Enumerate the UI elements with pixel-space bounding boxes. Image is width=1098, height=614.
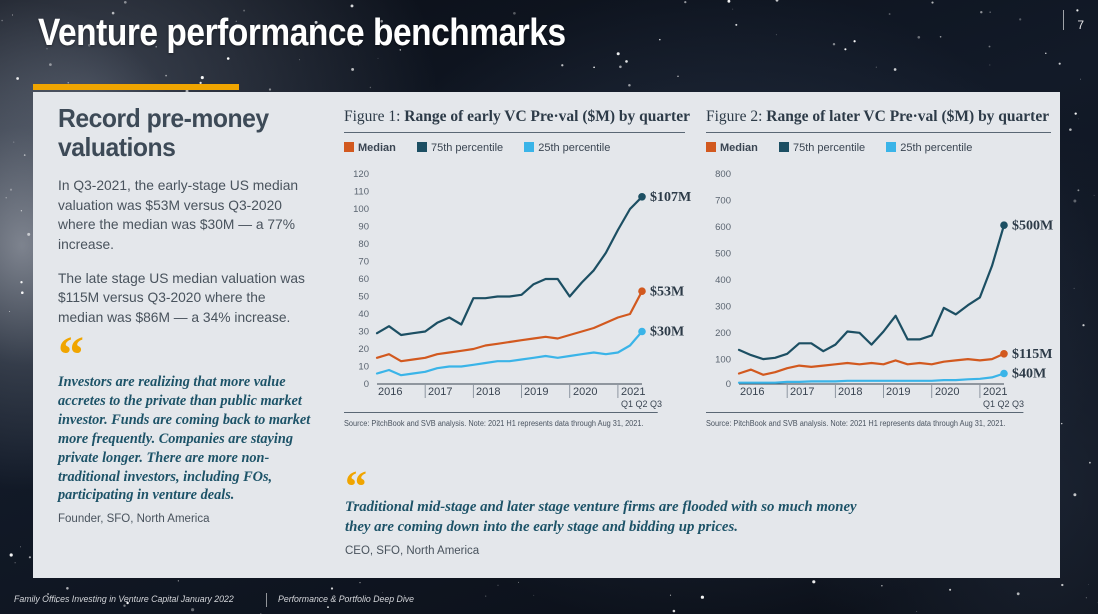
svg-text:$107M: $107M <box>650 190 691 205</box>
svg-text:2021: 2021 <box>621 386 645 398</box>
svg-text:110: 110 <box>354 187 369 198</box>
svg-text:2017: 2017 <box>428 386 452 398</box>
svg-text:60: 60 <box>358 274 369 285</box>
svg-text:2017: 2017 <box>790 386 814 398</box>
svg-text:$30M: $30M <box>650 325 684 340</box>
svg-text:80: 80 <box>358 239 369 250</box>
svg-text:200: 200 <box>715 328 731 339</box>
svg-text:2019: 2019 <box>886 386 910 398</box>
svg-text:2021: 2021 <box>983 386 1007 398</box>
svg-text:0: 0 <box>364 379 369 390</box>
svg-text:$53M: $53M <box>650 285 684 300</box>
svg-text:120: 120 <box>353 169 369 180</box>
svg-text:300: 300 <box>715 302 731 313</box>
svg-text:2016: 2016 <box>378 386 402 398</box>
svg-text:700: 700 <box>715 196 731 207</box>
svg-text:90: 90 <box>358 222 369 233</box>
svg-text:20: 20 <box>358 344 369 355</box>
svg-text:10: 10 <box>358 362 369 373</box>
svg-text:400: 400 <box>715 275 731 286</box>
svg-text:Q1 Q2 Q3: Q1 Q2 Q3 <box>983 399 1024 409</box>
svg-text:0: 0 <box>726 379 731 390</box>
svg-text:$500M: $500M <box>1012 219 1053 234</box>
svg-text:Q1 Q2 Q3: Q1 Q2 Q3 <box>621 399 662 409</box>
svg-text:$115M: $115M <box>1012 347 1052 362</box>
svg-text:70: 70 <box>358 257 369 268</box>
svg-text:100: 100 <box>353 204 369 215</box>
svg-text:50: 50 <box>358 292 369 303</box>
svg-text:2019: 2019 <box>524 386 548 398</box>
svg-text:800: 800 <box>715 169 731 180</box>
svg-text:600: 600 <box>715 222 731 233</box>
svg-text:$40M: $40M <box>1012 367 1046 382</box>
svg-text:40: 40 <box>358 309 369 320</box>
svg-text:2016: 2016 <box>740 386 764 398</box>
svg-text:2020: 2020 <box>935 386 959 398</box>
svg-text:2020: 2020 <box>573 386 597 398</box>
svg-text:100: 100 <box>715 355 731 366</box>
svg-text:500: 500 <box>715 249 731 260</box>
svg-text:30: 30 <box>358 327 369 338</box>
svg-text:2018: 2018 <box>838 386 862 398</box>
svg-text:2018: 2018 <box>476 386 500 398</box>
